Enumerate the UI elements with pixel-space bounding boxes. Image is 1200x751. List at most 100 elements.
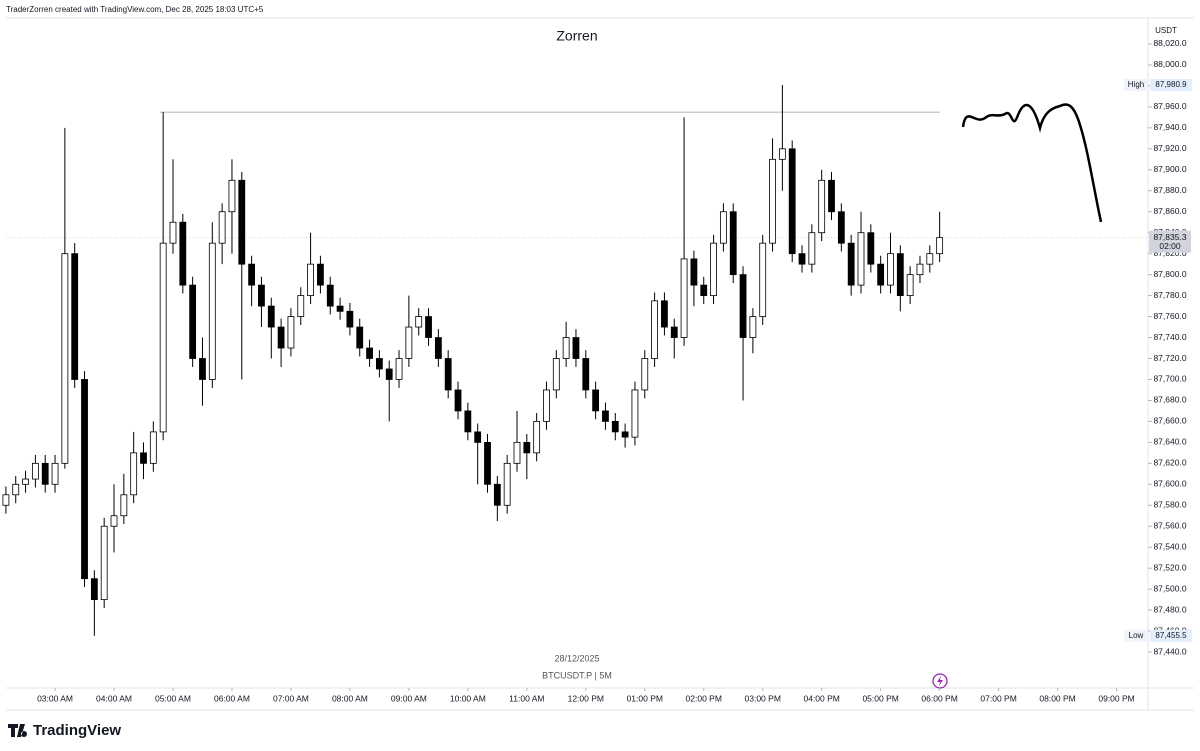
candle-body [287, 316, 295, 349]
candle-body [582, 358, 590, 391]
candle-body [759, 242, 767, 317]
candle-body [641, 358, 649, 391]
candle-body [778, 148, 786, 160]
currency: USDT [1155, 26, 1177, 35]
candle-body [228, 179, 236, 213]
candle-body [926, 253, 934, 265]
candle-body [100, 525, 108, 601]
candle-body [208, 242, 216, 380]
symbol-label: BTCUSDT.P | 5M [542, 670, 612, 680]
candle-body [896, 253, 904, 297]
candle-body [651, 300, 658, 359]
y-tick-label: 87,660.0 [1153, 416, 1186, 426]
candle-body [543, 389, 550, 422]
y-tick-label: 87,580.0 [1153, 500, 1186, 510]
candle-body [847, 242, 855, 286]
candle-body [218, 211, 226, 244]
x-tick-label: 04:00 PM [803, 693, 839, 703]
candle-body [405, 326, 413, 359]
candle-body [415, 316, 423, 328]
x-tick-label: 05:00 PM [862, 693, 898, 703]
candle-body [602, 410, 609, 422]
candle-body [729, 211, 737, 276]
logo: TradingView [8, 722, 121, 739]
last-price-box [1149, 230, 1191, 253]
candle-body [61, 253, 69, 464]
candle-body [749, 316, 757, 338]
candle-body [189, 284, 197, 359]
x-tick-label: 08:00 PM [1039, 693, 1075, 703]
y-tick-label: 87,960.0 [1153, 101, 1186, 111]
candle-body [51, 462, 59, 485]
candle-body [238, 179, 246, 265]
x-tick-label: 06:00 PM [921, 693, 957, 703]
x-tick-label: 03:00 AM [37, 693, 73, 703]
y-tick-label: 87,500.0 [1153, 583, 1186, 593]
last-price-countdown: 02:00 [1159, 241, 1181, 251]
x-tick-label: 10:00 AM [450, 693, 486, 703]
y-tick-label: 87,780.0 [1153, 290, 1186, 300]
date-label: 28/12/2025 [554, 653, 599, 663]
candle-body [149, 431, 157, 464]
candle-body [81, 379, 88, 580]
marker-name-box [1124, 78, 1148, 91]
candle-body [887, 253, 894, 286]
candle-body [336, 305, 344, 312]
logo-text: TradingView [33, 722, 121, 739]
candle-body [857, 232, 865, 286]
chart-title: Zorren [556, 28, 597, 44]
candle-body [513, 441, 521, 464]
candle-body [611, 421, 619, 433]
x-tick-label: 05:00 AM [155, 693, 191, 703]
candle-body [474, 431, 482, 443]
x-tick-label: 07:00 AM [273, 693, 309, 703]
candle-body [356, 326, 364, 349]
candle-body [130, 452, 138, 496]
candle-body [326, 284, 334, 307]
y-tick-label: 87,680.0 [1153, 395, 1186, 405]
marker-value-box [1150, 78, 1192, 91]
y-tick-label: 87,560.0 [1153, 520, 1186, 530]
candle-body [454, 389, 462, 412]
y-tick-label: 87,720.0 [1153, 353, 1186, 363]
candle-body [179, 221, 187, 286]
candle-body [739, 274, 747, 338]
y-tick-label: 87,940.0 [1153, 122, 1186, 132]
y-tick-label: 87,640.0 [1153, 437, 1186, 447]
y-tick-label: 87,800.0 [1153, 269, 1186, 279]
candle-body [818, 179, 826, 234]
candle-body [798, 253, 806, 265]
candle-body [690, 258, 698, 286]
candle-body [110, 515, 118, 527]
x-tick-label: 08:00 AM [332, 693, 368, 703]
candle-body [12, 483, 20, 496]
candle-body [916, 263, 924, 276]
candle-body [680, 258, 688, 338]
y-tick-label: 87,760.0 [1153, 311, 1186, 321]
marker-name: Low [1129, 631, 1144, 640]
y-tick-label: 88,020.0 [1153, 38, 1186, 48]
candle-body [562, 337, 570, 359]
y-tick-label: 87,700.0 [1153, 374, 1186, 384]
y-tick-label: 87,440.0 [1153, 646, 1186, 656]
candle-body [621, 431, 629, 438]
header: TraderZorren created with TradingView.co… [6, 5, 264, 14]
x-tick-label: 07:00 PM [980, 693, 1016, 703]
candle-body [71, 253, 79, 380]
x-tick-label: 06:00 AM [214, 693, 250, 703]
candle-body [267, 305, 275, 328]
y-tick-label: 87,740.0 [1153, 332, 1186, 342]
x-tick-label: 02:00 PM [686, 693, 722, 703]
candle-body [425, 316, 432, 338]
y-tick-label: 87,600.0 [1153, 479, 1186, 489]
candle-body [788, 148, 796, 255]
x-tick-label: 03:00 PM [745, 693, 781, 703]
y-tick-label: 87,520.0 [1153, 562, 1186, 572]
marker-value-box [1150, 629, 1192, 642]
candle-body [2, 494, 10, 506]
y-tick-label: 87,480.0 [1153, 604, 1186, 614]
candle-body [592, 389, 600, 412]
candle-body [395, 358, 403, 380]
candle-body [710, 242, 717, 297]
